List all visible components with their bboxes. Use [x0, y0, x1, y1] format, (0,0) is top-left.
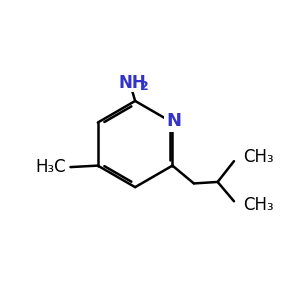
Text: 2: 2: [140, 80, 149, 93]
Text: CH₃: CH₃: [243, 148, 274, 166]
Text: H: H: [51, 158, 64, 176]
Text: CH₃: CH₃: [243, 196, 274, 214]
Text: N: N: [166, 112, 181, 130]
Text: H₃C: H₃C: [36, 158, 66, 176]
Text: NH: NH: [118, 74, 146, 92]
